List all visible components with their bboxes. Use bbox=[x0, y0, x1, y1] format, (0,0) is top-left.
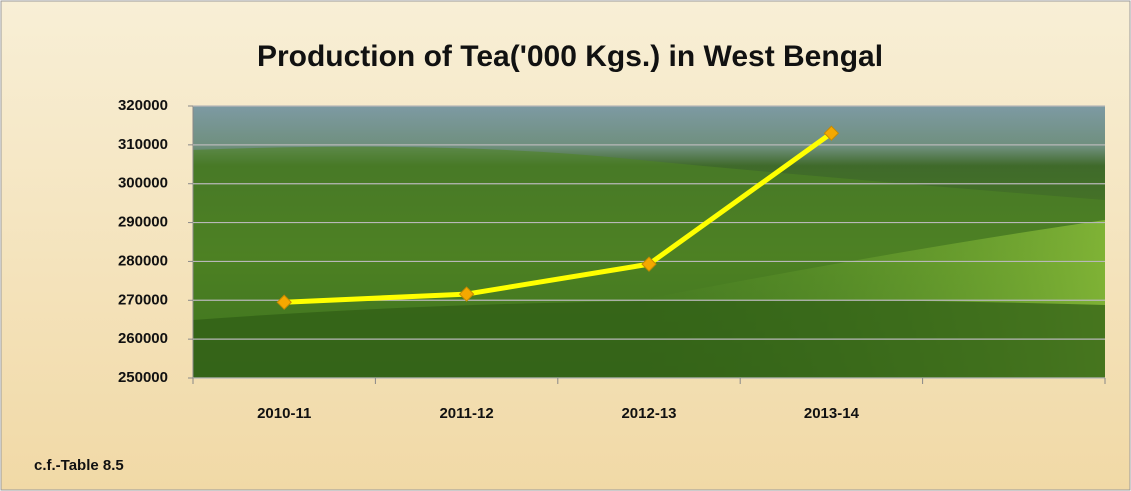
y-tick-label: 320000 bbox=[118, 97, 168, 114]
y-tick-label: 300000 bbox=[118, 175, 168, 192]
x-tick-label: 2010-11 bbox=[257, 405, 311, 422]
plot-photo bbox=[193, 106, 1105, 378]
y-tick-label: 270000 bbox=[118, 291, 168, 308]
chart-title: Production of Tea('000 Kgs.) in West Ben… bbox=[257, 40, 883, 73]
y-tick-label: 260000 bbox=[118, 330, 168, 347]
x-tick-label: 2011-12 bbox=[439, 405, 493, 422]
y-tick-label: 280000 bbox=[118, 252, 168, 269]
x-tick-label: 2012-13 bbox=[621, 405, 676, 422]
y-tick-label: 290000 bbox=[118, 214, 168, 231]
page: Production of Tea('000 Kgs.) in West Ben… bbox=[0, 0, 1131, 491]
chart: Production of Tea('000 Kgs.) in West Ben… bbox=[0, 0, 1131, 491]
y-tick-label: 310000 bbox=[118, 136, 168, 153]
x-tick-label: 2013-14 bbox=[804, 405, 860, 422]
y-tick-label: 250000 bbox=[118, 369, 168, 386]
source-note: c.f.-Table 8.5 bbox=[34, 457, 124, 474]
